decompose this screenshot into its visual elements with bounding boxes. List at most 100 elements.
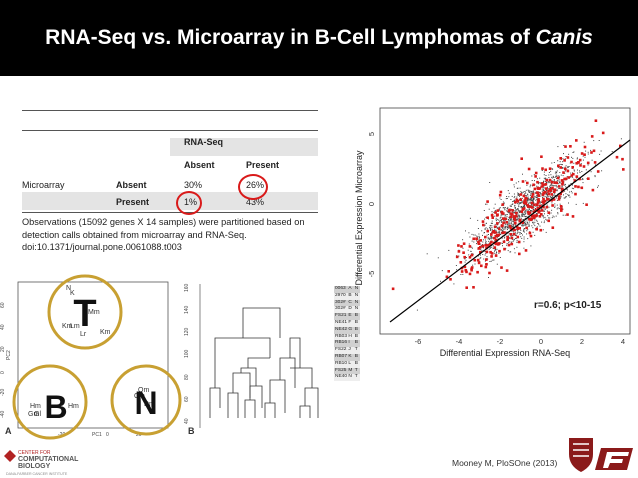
grey-point [557, 207, 559, 209]
grey-point [535, 196, 537, 198]
xtick-0: 0 [539, 337, 543, 346]
grey-point [559, 181, 561, 183]
grey-point [500, 242, 502, 244]
grey-point [564, 183, 566, 185]
grey-point [514, 252, 516, 254]
grey-point [523, 224, 525, 226]
red-point [553, 181, 556, 184]
ytick-5: 5 [367, 132, 376, 136]
grey-point [522, 212, 524, 214]
grey-point [533, 209, 534, 211]
grey-point [484, 224, 486, 226]
legend-cell: NE40 [335, 374, 347, 380]
red-point [547, 190, 550, 193]
grey-point [536, 226, 538, 228]
grey-point [498, 252, 500, 254]
legend-cell: L [348, 360, 352, 366]
legend-row: FS22 J T [334, 347, 360, 354]
grey-point [561, 186, 563, 188]
pca-ytick-neg40: -40 [0, 411, 6, 418]
red-point [485, 258, 488, 261]
grey-point [478, 233, 480, 235]
grey-point [546, 178, 548, 180]
grey-point [523, 211, 525, 213]
grey-point [536, 213, 538, 214]
grey-point [464, 258, 466, 260]
legend-row: 302# C N [334, 299, 360, 307]
grey-point [553, 162, 555, 163]
grey-point [535, 192, 537, 194]
red-point [496, 209, 500, 212]
grey-point [500, 229, 502, 231]
red-point [476, 258, 480, 262]
grey-point [491, 226, 493, 228]
grey-point [511, 230, 513, 232]
grey-point [471, 247, 473, 249]
grey-point [485, 222, 487, 224]
grey-point [531, 193, 532, 195]
red-point [575, 162, 578, 165]
grey-point [525, 192, 527, 194]
grey-point [611, 151, 613, 152]
legend-cell: H [348, 333, 352, 339]
red-point [516, 227, 520, 230]
grey-point [534, 219, 536, 221]
legend-cell: T [354, 347, 358, 353]
harvard-logo [569, 438, 633, 472]
grey-point [549, 186, 551, 188]
red-point [477, 261, 481, 265]
red-point [479, 246, 482, 249]
red-point [527, 205, 530, 208]
red-point [481, 244, 485, 248]
grey-point [545, 177, 547, 179]
pca-ytick-40: 40 [0, 324, 6, 330]
grey-point [580, 163, 582, 164]
grey-point [517, 187, 519, 189]
grey-point [535, 199, 537, 201]
red-point [547, 192, 551, 196]
grey-point [545, 218, 547, 220]
grey-point [518, 181, 520, 183]
red-point [526, 181, 529, 185]
grey-point [500, 216, 502, 218]
grey-point [484, 254, 486, 256]
grey-point [496, 228, 498, 229]
grey-point [496, 241, 498, 243]
grey-point [558, 183, 560, 185]
grey-point [528, 221, 530, 223]
grey-point [533, 223, 535, 225]
grey-point [516, 187, 518, 189]
grey-point [484, 229, 486, 231]
grey-point [480, 244, 482, 246]
grey-point [554, 185, 556, 187]
grey-point [520, 214, 522, 216]
grey-point [512, 221, 514, 223]
grey-point [535, 203, 537, 205]
grey-point [569, 196, 571, 198]
grey-point [556, 170, 558, 172]
grey-point [573, 178, 575, 180]
grey-point [514, 212, 516, 214]
grey-point [503, 237, 505, 239]
grey-point [519, 210, 521, 212]
grey-point [519, 233, 521, 235]
red-point [564, 145, 567, 148]
grey-point [557, 195, 559, 197]
red-point [502, 240, 506, 244]
grey-point [594, 176, 596, 178]
red-point [518, 227, 521, 230]
grey-point [551, 217, 553, 219]
red-point [542, 205, 545, 209]
grey-point [565, 193, 567, 195]
svg-text:Om: Om [138, 387, 149, 394]
grey-point [494, 248, 496, 250]
grey-point [513, 184, 515, 186]
grey-point [500, 211, 501, 213]
grey-point [484, 251, 486, 252]
grey-point [524, 222, 526, 223]
grey-point [517, 219, 519, 221]
cluster-label-t: T [73, 293, 96, 335]
grey-point [553, 216, 555, 218]
grey-point [527, 218, 529, 220]
grey-point [513, 239, 515, 241]
